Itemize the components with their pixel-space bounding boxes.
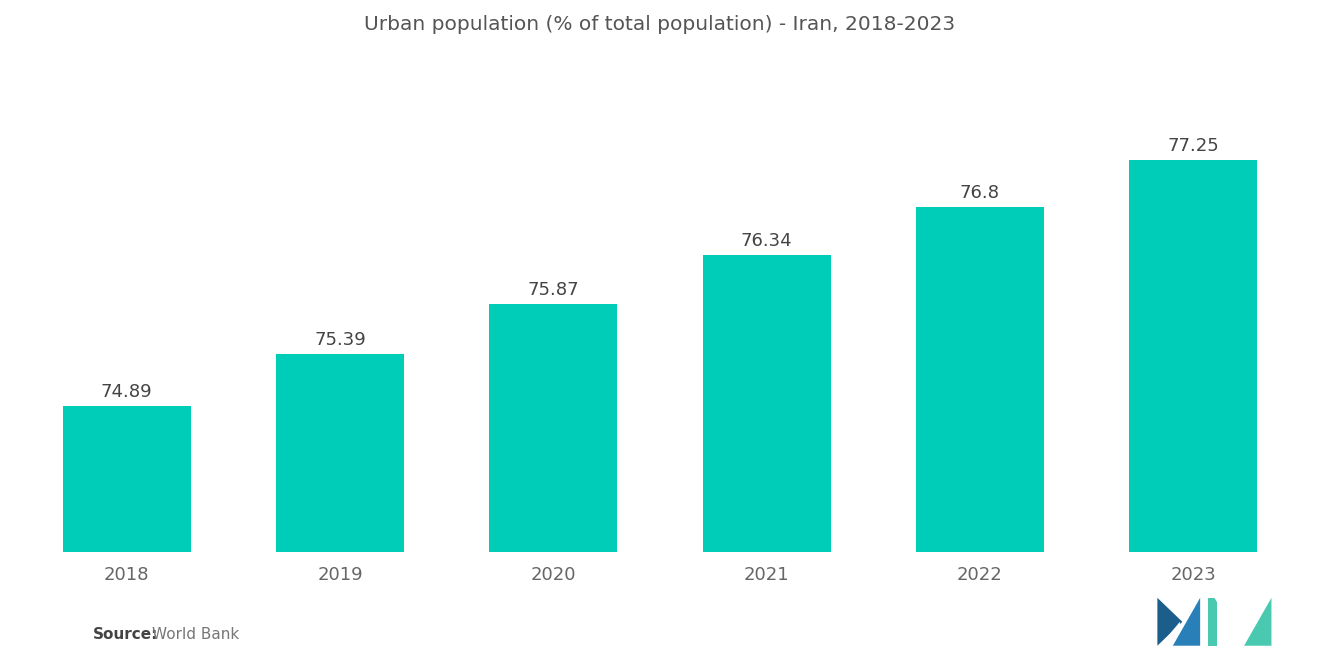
Bar bbox=[276, 354, 404, 551]
Text: World Bank: World Bank bbox=[152, 626, 239, 642]
Text: 76.8: 76.8 bbox=[960, 184, 1001, 201]
Bar bbox=[490, 304, 618, 551]
Bar bbox=[63, 406, 191, 551]
Text: 74.89: 74.89 bbox=[100, 383, 153, 401]
Title: Urban population (% of total population) - Iran, 2018-2023: Urban population (% of total population)… bbox=[364, 15, 956, 34]
Text: 76.34: 76.34 bbox=[741, 231, 792, 249]
Bar bbox=[1129, 160, 1257, 551]
Text: Source:: Source: bbox=[92, 626, 158, 642]
Bar bbox=[702, 255, 830, 551]
Text: 75.39: 75.39 bbox=[314, 331, 366, 349]
Text: 77.25: 77.25 bbox=[1167, 136, 1220, 154]
Text: 75.87: 75.87 bbox=[528, 281, 579, 299]
Bar bbox=[916, 207, 1044, 551]
